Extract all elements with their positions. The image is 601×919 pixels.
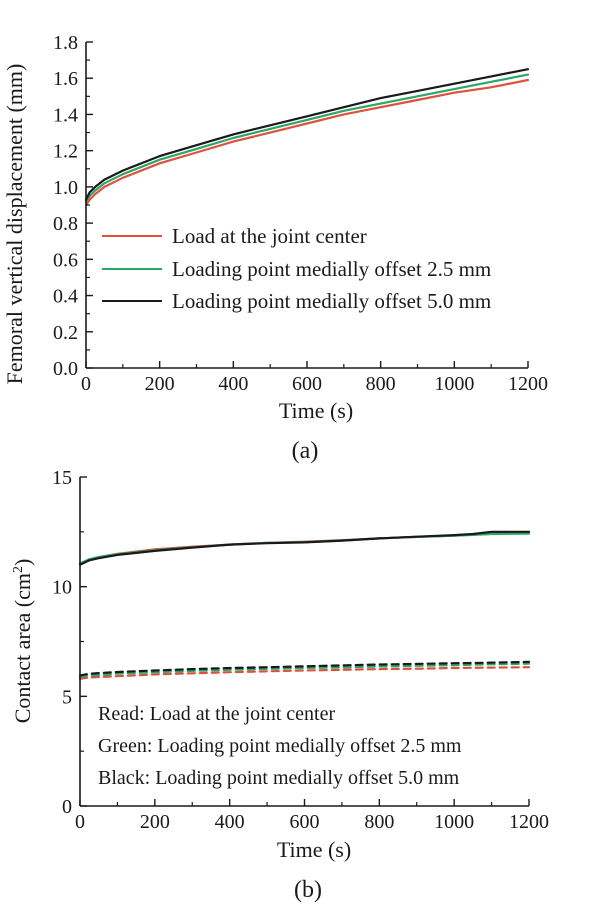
panel-b-series-line-4 (78, 662, 531, 679)
panel-a-y-tick-label: 1.2 (53, 141, 78, 163)
panel-a-x-tick-label: 600 (292, 373, 322, 395)
note-red: Read: Load at the joint center (98, 703, 335, 725)
panel-b-y-tick-label: 5 (62, 686, 72, 708)
panel-a-x-tick-label: 800 (366, 373, 396, 395)
panel-b-series-line-1 (78, 532, 531, 565)
panel-a-x-tick-label: 1000 (434, 373, 474, 395)
panel-b-chart: 0 200 400 600 800 1000 1200 0 5 10 15 Read: Load a… (10, 467, 549, 903)
panel-b-y-tick-label: 10 (52, 577, 72, 599)
panel-b-series-line-5 (78, 660, 531, 677)
panel-a-x-tick-label: 400 (218, 373, 248, 395)
panel-b-x-tick-label: 0 (75, 811, 85, 833)
panel-b-x-tick-label: 600 (290, 811, 320, 833)
panel-b-y-axis-title-end: ) (10, 559, 35, 566)
panel-b-series-line-2 (78, 530, 531, 566)
panel-a-x-tick-label: 1200 (508, 373, 548, 395)
panel-a-x-tick-label: 0 (81, 373, 91, 395)
legend-label-center: Load at the joint center (172, 224, 367, 248)
panel-a-series-line-0 (84, 78, 530, 207)
panel-b-tick-labels: 0 200 400 600 800 1000 1200 0 5 10 15 (52, 467, 549, 833)
panel-b-y-axis-title: Contact area (cm2) (10, 559, 35, 724)
panel-b-axes (79, 476, 530, 807)
panel-b-series (78, 530, 531, 680)
panel-a-x-axis-title: Time (s) (279, 398, 353, 423)
panel-b-x-tick-label: 800 (364, 811, 394, 833)
legend-label-offset-2-5: Loading point medially offset 2.5 mm (172, 257, 491, 281)
panel-a-x-tick-label: 200 (145, 373, 175, 395)
panel-b-series-line-3 (78, 666, 531, 680)
panel-a-y-tick-label: 0.8 (53, 213, 78, 235)
panel-a-series-line-1 (84, 73, 530, 203)
panel-b-y-axis-title-main: Contact area (cm (10, 573, 35, 723)
panel-a-tick-labels: 0 200 400 600 800 1000 1200 0.0 0.2 0.4 0.6 0.8 1.0 1… (53, 32, 548, 395)
panel-a-series-line-2 (84, 68, 530, 201)
panel-a-series (84, 68, 530, 207)
panel-b-x-axis-title: Time (s) (277, 837, 351, 862)
panel-a-y-tick-label: 1.0 (53, 177, 78, 199)
panel-a-y-tick-label: 1.8 (53, 32, 78, 54)
note-green: Green: Loading point medially offset 2.5… (98, 735, 462, 757)
panel-b-y-axis-title-sup: 2 (11, 566, 26, 573)
legend-label-offset-5-0: Loading point medially offset 5.0 mm (172, 289, 491, 313)
panel-a-axes (85, 41, 529, 369)
panel-a-y-axis-title: Femoral vertical displacement (mm) (2, 64, 27, 385)
panel-a-label: (a) (292, 438, 319, 464)
panel-b-x-tick-label: 1200 (509, 811, 549, 833)
panel-b-series-line-0 (78, 531, 531, 565)
panel-a-chart: 0 200 400 600 800 1000 1200 0.0 0.2 0.4 0.6 0.8 1.0 1… (2, 32, 548, 464)
panel-a-y-tick-label: 0.2 (53, 322, 78, 344)
panel-b-y-tick-label: 0 (62, 796, 72, 818)
panel-a-legend: Load at the joint center Loading point m… (102, 224, 491, 313)
panel-b-y-tick-label: 15 (52, 467, 72, 489)
panel-b-label: (b) (294, 877, 322, 903)
panel-a-y-tick-label: 1.6 (53, 68, 78, 90)
panel-a-y-tick-label: 0.0 (53, 358, 78, 380)
note-black: Black: Loading point medially offset 5.0… (98, 767, 460, 789)
panel-b-x-tick-label: 200 (140, 811, 170, 833)
panel-b-x-tick-label: 400 (215, 811, 245, 833)
panel-a-y-tick-label: 1.4 (53, 104, 78, 126)
panel-b-x-tick-label: 1000 (434, 811, 474, 833)
panel-b-notes: Read: Load at the joint center Green: Lo… (98, 703, 462, 789)
panel-a-y-tick-label: 0.4 (53, 286, 78, 308)
panel-a-y-tick-label: 0.6 (53, 249, 78, 271)
